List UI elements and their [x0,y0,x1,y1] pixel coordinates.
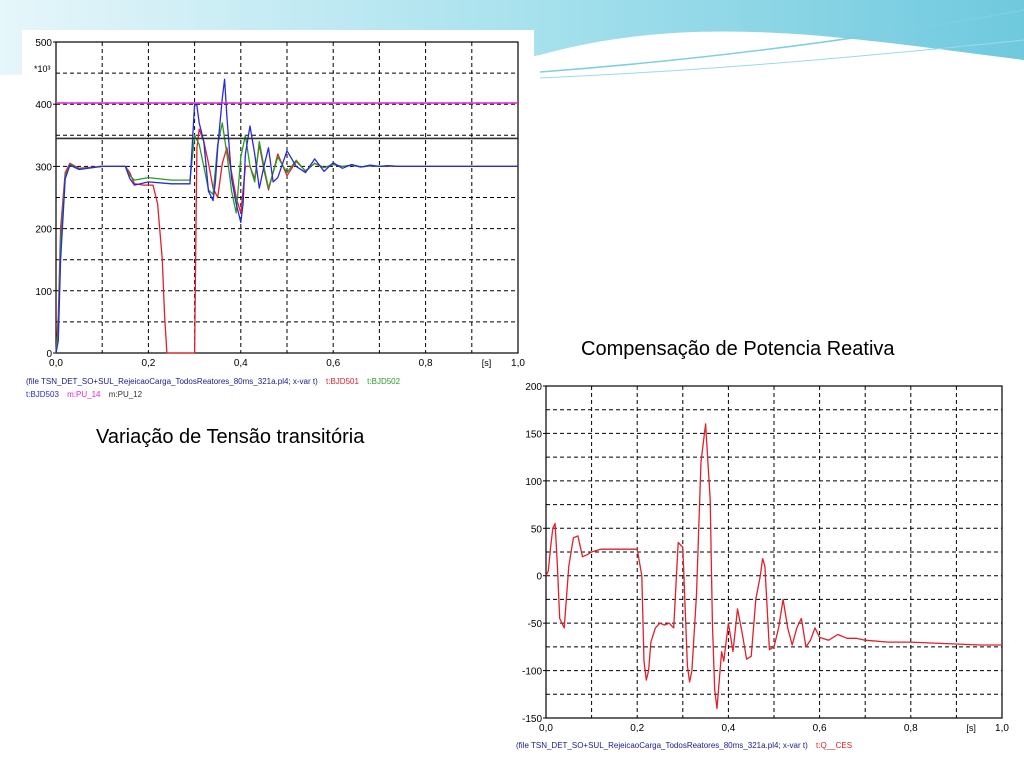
y-tick-label: -50 [528,619,543,630]
legend-entry-bjd502: t:BJD502 [367,377,401,386]
voltage-legend-row-2: t:BJD503 m:PU_14 m:PU_12 [26,390,148,399]
x-tick-label: 0,8 [904,723,918,734]
y-tick-label: 400 [35,100,52,111]
y-tick-label: 500 [35,38,52,49]
voltage-transient-chart: 0 100 200 300 400 500 0,0 0,2 0,4 0,6 0,8 1,0 [s] *10… [22,30,534,405]
x-tick-label: 0,0 [49,358,63,369]
y-tick-label: 200 [35,225,52,236]
reactive-chart-svg: -150 -100 -50 0 50 100 150 200 0,0 0,2 0,4 0,6 0,8 1,… [522,382,1009,734]
series-line-t-q-ces [545,423,1002,710]
legend-entry-q-ces: t:Q__CES [816,741,853,750]
y-tick-label: -100 [522,667,542,678]
y-tick-label: 0 [46,349,52,360]
caption-reactive-compensation: Compensação de Potencia Reativa [581,338,895,360]
legend-entry-bjd501: t:BJD501 [326,377,359,386]
y-tick-label: -150 [522,714,542,725]
x-tick-label: 1,0 [995,723,1009,734]
x-tick-label: 1,0 [511,358,525,369]
y-tick-label: 300 [35,162,52,173]
y-tick-label: 100 [525,477,542,488]
x-tick-label: 0,4 [234,358,248,369]
x-tick-label: 0,8 [419,358,433,369]
x-tick-label: 0,2 [630,723,644,734]
voltage-legend-row-1: (file TSN_DET_SO+SUL_RejeicaoCarga_Todos… [26,377,406,386]
y-tick-label: 0 [536,572,542,583]
x-tick-label: 0,6 [326,358,340,369]
x-unit-label: [s] [966,723,976,733]
x-tick-label: 0,6 [813,723,827,734]
y-multiplier-label: *10³ [34,64,51,74]
y-tick-label: 100 [35,287,52,298]
y-tick-label: 200 [525,382,542,393]
y-tick-label: 150 [525,429,542,440]
legend-entry-pu14: m:PU_14 [67,390,101,399]
caption-voltage-transient: Variação de Tensão transitória [96,426,365,448]
x-unit-label: [s] [482,358,492,368]
reactive-legend-file: (file TSN_DET_SO+SUL_RejeicaoCarga_Todos… [516,741,808,750]
series-line-t-bjd503 [55,78,518,354]
legend-entry-bjd503: t:BJD503 [26,390,59,399]
voltage-legend-file: (file TSN_DET_SO+SUL_RejeicaoCarga_Todos… [26,377,318,386]
x-tick-label: 0,0 [539,723,553,734]
reactive-power-chart: -150 -100 -50 0 50 100 150 200 0,0 0,2 0,4 0,6 0,8 1,… [512,378,1024,768]
x-tick-label: 0,2 [141,358,155,369]
voltage-chart-svg: 0 100 200 300 400 500 0,0 0,2 0,4 0,6 0,8 1,0 [s] *10… [34,38,525,369]
y-tick-label: 50 [531,524,543,535]
reactive-legend-row: (file TSN_DET_SO+SUL_RejeicaoCarga_Todos… [516,741,858,750]
legend-entry-pu12: m:PU_12 [108,390,143,399]
x-tick-label: 0,4 [721,723,735,734]
